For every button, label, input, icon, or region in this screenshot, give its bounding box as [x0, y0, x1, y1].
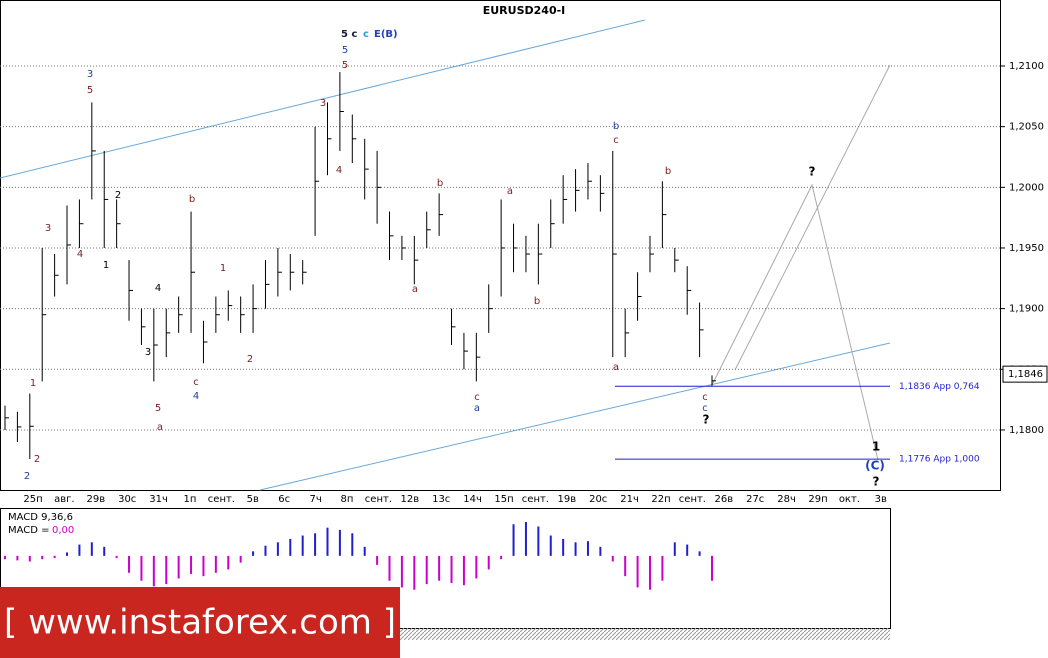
wave-label: 3 — [45, 223, 51, 234]
macd-title: MACD 9,36,6 — [8, 512, 73, 523]
wave-label: b — [613, 121, 619, 132]
wave-label: a — [613, 362, 619, 373]
y-tick-label: 1,2050 — [1009, 122, 1044, 133]
y-tick-label: 1,2100 — [1009, 61, 1044, 72]
wave-label: b — [534, 296, 540, 307]
wave-label: a — [157, 422, 163, 433]
wave-label: b — [437, 178, 443, 189]
x-tick-label: 29в — [86, 494, 105, 505]
macd-label: MACD = — [8, 525, 50, 536]
x-tick-label: 6с — [278, 494, 290, 505]
plot-frame — [0, 0, 1001, 491]
wave-label: ? — [809, 165, 816, 179]
wave-label: 1 — [30, 378, 36, 389]
heading-part: c — [363, 29, 369, 40]
x-tick-label: 5в — [247, 494, 259, 505]
x-tick-label: сент. — [679, 494, 706, 505]
wave-label: b — [665, 166, 671, 177]
wave-label: (C) — [865, 459, 885, 473]
wave-label: 1 — [103, 260, 109, 271]
heading: 5 c c E(B) — [341, 29, 398, 40]
x-tick-label: 12в — [400, 494, 419, 505]
wave-label: 2 — [24, 471, 30, 482]
x-tick-label: 25п — [23, 494, 42, 505]
x-tick-label: 22п — [651, 494, 670, 505]
x-tick-label: 31ч — [149, 494, 168, 505]
wave-label: 4 — [193, 391, 199, 402]
wave-label: 1 — [220, 263, 226, 274]
wave-label: a — [474, 403, 480, 414]
x-tick-label: 21ч — [620, 494, 639, 505]
x-tick-label: 7ч — [309, 494, 321, 505]
x-tick-label: 28ч — [777, 494, 796, 505]
wave-label: a — [412, 284, 418, 295]
wave-label: 1 — [872, 440, 880, 454]
wave-label: ? — [703, 413, 710, 427]
level-label: 1,1776 App 1,000 — [899, 455, 980, 465]
y-tick-label: 1,1950 — [1009, 243, 1044, 254]
x-tick-label: 1п — [184, 494, 197, 505]
wave-label: 4 — [336, 165, 342, 176]
y-tick-label: 1,1800 — [1009, 425, 1044, 436]
wave-label: c — [702, 403, 708, 414]
projection-line — [711, 183, 879, 461]
x-tick-label: 15п — [494, 494, 513, 505]
watermark-box — [0, 587, 400, 658]
wave-label: 5 — [87, 85, 93, 96]
x-tick-label: 13с — [432, 494, 450, 505]
wave-label: 2 — [34, 454, 40, 465]
x-tick-label: 14ч — [463, 494, 482, 505]
x-tick-label: 29п — [808, 494, 827, 505]
wave-label: 2 — [247, 354, 253, 365]
x-tick-label: сент. — [522, 494, 549, 505]
heading-part: E(B) — [374, 29, 398, 40]
level-label: 1,1836 App 0,764 — [899, 382, 980, 392]
wave-label: a — [507, 186, 513, 197]
wave-label: 5 — [342, 60, 348, 71]
y-tick-label: 1,2000 — [1009, 182, 1044, 193]
x-tick-label: 3в — [875, 494, 887, 505]
hatch-strip — [400, 628, 890, 640]
wave-label: c — [613, 135, 619, 146]
wave-label: 3 — [87, 69, 93, 80]
watermark: [ www.instaforex.com ] — [4, 603, 396, 643]
wave-label: 5 — [155, 403, 161, 414]
price-marker — [1002, 365, 1048, 383]
x-tick-label: 26в — [714, 494, 733, 505]
wave-label: 2 — [115, 190, 121, 201]
channel-line — [0, 19, 646, 179]
wave-label: b — [189, 194, 195, 205]
macd-value: 0,00 — [52, 525, 74, 536]
wave-label: 5 — [342, 45, 348, 56]
x-tick-label: 20с — [589, 494, 607, 505]
channel-line — [259, 342, 891, 491]
wave-label: 3 — [320, 98, 326, 109]
wave-label: c — [702, 392, 708, 403]
wave-label: ? — [873, 475, 880, 489]
x-tick-label: 19в — [557, 494, 576, 505]
price-label: 1,1846 — [1008, 369, 1043, 380]
wave-label: 4 — [77, 249, 83, 260]
x-tick-label: окт. — [839, 494, 860, 505]
x-tick-label: 8п — [341, 494, 354, 505]
heading-part: 5 c — [341, 29, 357, 40]
projection-line — [734, 64, 891, 371]
x-tick-label: 30с — [118, 494, 136, 505]
y-tick-label: 1,1900 — [1009, 304, 1044, 315]
wave-label: 3 — [145, 347, 151, 358]
x-tick-label: сент. — [208, 494, 235, 505]
wave-label: 4 — [155, 283, 161, 294]
chart-title: EURUSD240-I — [483, 4, 566, 17]
wave-label: c — [474, 392, 480, 403]
x-tick-label: 27с — [746, 494, 764, 505]
wave-label: c — [193, 377, 199, 388]
x-tick-label: сент. — [365, 494, 392, 505]
x-tick-label: авг. — [54, 494, 74, 505]
